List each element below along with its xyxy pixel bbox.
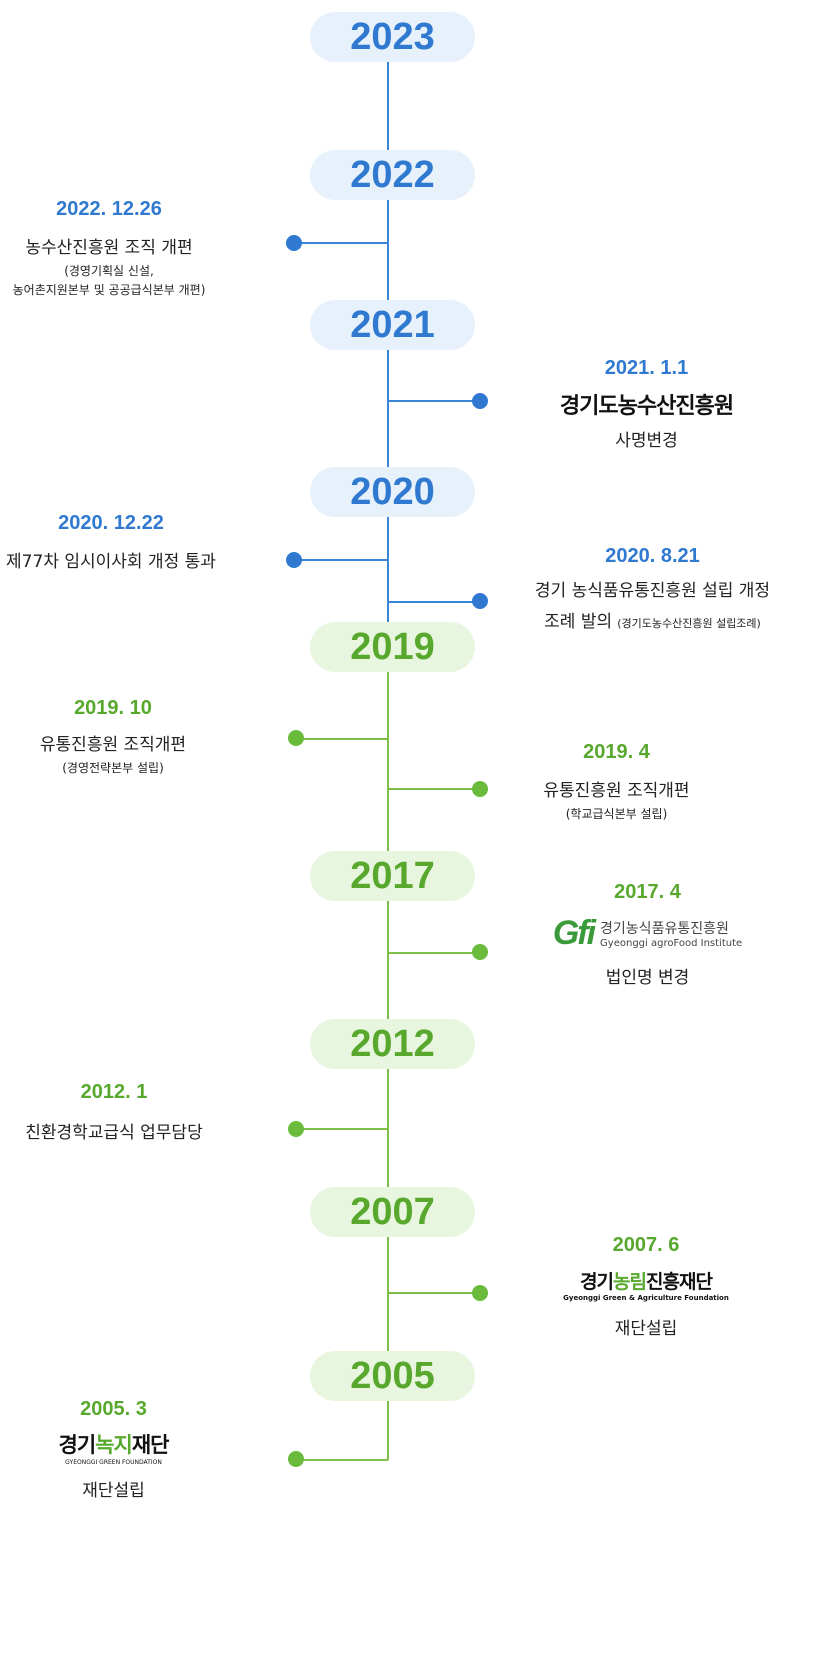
event-title: 농수산진흥원 조직 개편	[25, 238, 193, 258]
timeline-dot	[472, 593, 488, 609]
event-2012-1: 2012. 1 친환경학교급식 업무담당	[0, 1081, 228, 1143]
connector	[388, 788, 480, 790]
connector	[294, 242, 388, 244]
event-sub: (경영전략본부 설립)	[62, 761, 164, 775]
event-date: 2017. 4	[614, 881, 681, 903]
timeline-dot	[286, 552, 302, 568]
timeline-line-blue	[387, 58, 389, 658]
logo-gyeonggi-green-foundation: 경기녹지재단 GYEONGGI GREEN FOUNDATION	[30, 1429, 197, 1466]
event-2022-12: 2022. 12.26 농수산진흥원 조직 개편 (경영기획실 신설, 농어촌지…	[0, 198, 218, 298]
logo-part: 진흥재단	[646, 1271, 713, 1293]
gfi-mark: Gfi	[552, 914, 596, 952]
timeline-dot	[286, 235, 302, 251]
year-pill-2021: 2021	[310, 300, 475, 350]
event-2019-10: 2019. 10 유통진흥원 조직개편 (경영전략본부 설립)	[0, 697, 226, 776]
logo-part: 경기	[580, 1271, 614, 1293]
gfi-english-name: Gyeonggi agroFood Institute	[600, 938, 743, 949]
event-date: 2019. 4	[583, 741, 650, 763]
gfi-korean-name: 경기농식품유통진흥원	[600, 921, 729, 937]
event-2017-4: 2017. 4 Gfi 경기농식품유통진흥원 Gyeonggi agroFood…	[530, 881, 765, 988]
event-title: 재단설립	[82, 1481, 145, 1501]
event-title: 친환경학교급식 업무담당	[25, 1123, 203, 1143]
year-pill-2005: 2005	[310, 1351, 475, 1401]
timeline-dot	[288, 1451, 304, 1467]
event-date: 2020. 12.22	[58, 512, 164, 534]
timeline-dot	[472, 1285, 488, 1301]
year-pill-2007: 2007	[310, 1187, 475, 1237]
event-2020-8: 2020. 8.21 경기 농식품유통진흥원 설립 개정 조례 발의 (경기도농…	[520, 545, 785, 632]
logo-part: 농림	[613, 1271, 647, 1293]
timeline-dot	[288, 1121, 304, 1137]
event-sub: (학교급식본부 설립)	[565, 807, 668, 821]
year-pill-2019: 2019	[310, 622, 475, 672]
year-pill-2022: 2022	[310, 150, 475, 200]
event-date: 2005. 3	[80, 1398, 147, 1420]
event-2021-1: 2021. 1.1 경기도농수산진흥원 사명변경	[530, 357, 763, 451]
event-date: 2007. 6	[612, 1234, 680, 1256]
logo-gyeonggi-agri-institute: 경기도농수산진흥원	[559, 394, 734, 419]
logo-part: 녹지	[95, 1433, 133, 1457]
year-pill-2017: 2017	[310, 851, 475, 901]
timeline-dot	[288, 730, 304, 746]
logo-part: 경기	[58, 1433, 97, 1457]
event-sub: 농어촌지원본부 및 공공급식본부 개편)	[12, 283, 206, 297]
event-title: 법인명 변경	[605, 968, 690, 988]
logo-part: 재단	[131, 1433, 170, 1457]
event-title: 유통진흥원 조직개편	[39, 735, 187, 755]
event-title-2: 조례 발의	[544, 612, 613, 632]
connector	[296, 1459, 388, 1461]
event-title: 유통진흥원 조직개편	[543, 781, 690, 801]
event-sub: (경영기획실 신설,	[64, 264, 154, 278]
connector	[388, 1292, 480, 1294]
logo-english: Gyeonggi Green & Agriculture Foundation	[563, 1294, 729, 1302]
logo-gyeonggi-green-agri-foundation: 경기농림진흥재단 Gyeonggi Green & Agriculture Fo…	[560, 1267, 732, 1302]
logo-gfi: Gfi 경기농식품유통진흥원 Gyeonggi agroFood Institu…	[530, 914, 765, 953]
event-title: 재단설립	[614, 1319, 678, 1339]
event-2007-6: 2007. 6 경기농림진흥재단 Gyeonggi Green & Agricu…	[560, 1234, 732, 1339]
year-pill-2023: 2023	[310, 12, 475, 62]
connector	[388, 601, 480, 603]
event-2005-3: 2005. 3 경기녹지재단 GYEONGGI GREEN FOUNDATION…	[30, 1398, 197, 1501]
event-2020-12: 2020. 12.22 제77차 임시이사회 개정 통과	[0, 512, 222, 572]
event-2019-4: 2019. 4 유통진흥원 조직개편 (학교급식본부 설립)	[530, 741, 703, 822]
timeline-dot	[472, 944, 488, 960]
connector	[388, 400, 480, 402]
event-sub: (경기도농수산진흥원 설립조례)	[617, 617, 761, 630]
event-date: 2021. 1.1	[604, 357, 689, 379]
event-date: 2020. 8.21	[605, 545, 700, 567]
timeline-dot	[472, 393, 488, 409]
event-date: 2022. 12.26	[56, 198, 162, 220]
connector	[388, 952, 480, 954]
connector	[296, 738, 388, 740]
event-date: 2012. 1	[80, 1081, 148, 1103]
year-pill-2012: 2012	[310, 1019, 475, 1069]
event-date: 2019. 10	[74, 697, 152, 719]
timeline-dot	[472, 781, 488, 797]
event-title: 사명변경	[615, 431, 678, 451]
connector	[294, 559, 388, 561]
connector	[296, 1128, 388, 1130]
logo-english: GYEONGGI GREEN FOUNDATION	[65, 1459, 162, 1466]
year-pill-2020: 2020	[310, 467, 475, 517]
event-title: 경기 농식품유통진흥원 설립 개정	[534, 581, 771, 601]
event-title: 제77차 임시이사회 개정 통과	[6, 552, 216, 572]
